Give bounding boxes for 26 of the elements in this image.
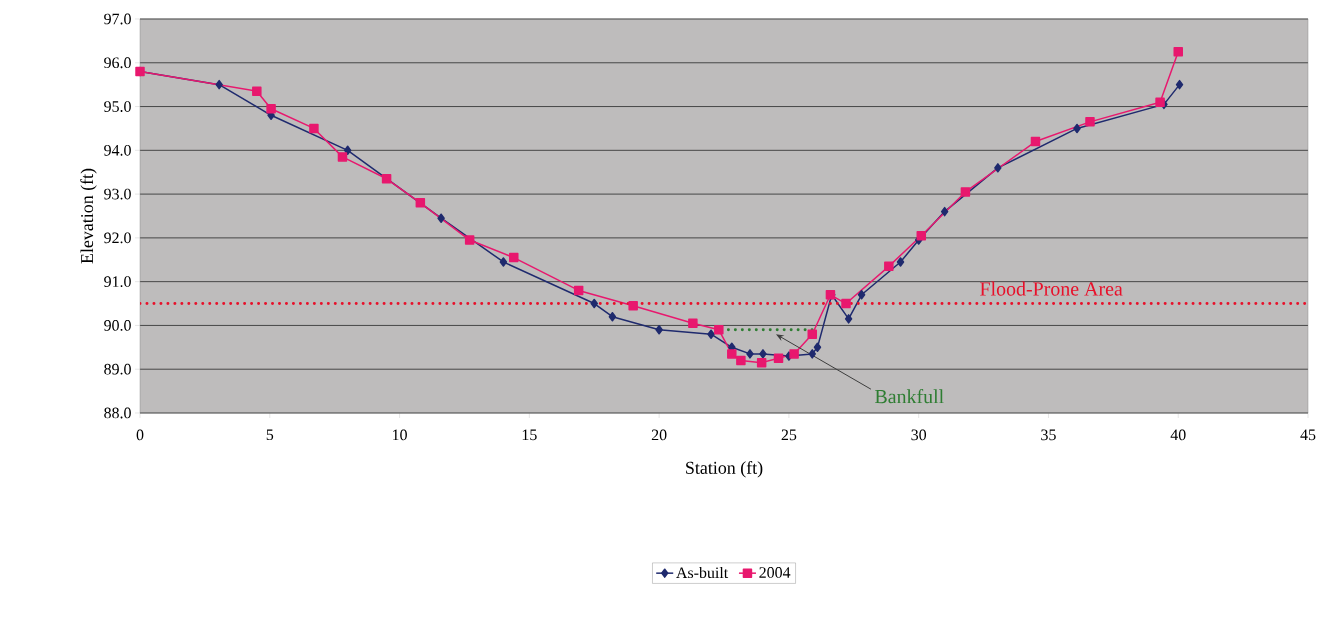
x-tick-label: 5 [266, 429, 274, 441]
x-axis-title: Station (ft) [686, 461, 763, 478]
x-tick-label: 30 [911, 429, 927, 441]
x-tick-label: 15 [522, 429, 537, 441]
x-tick-label: 25 [781, 429, 797, 441]
y-tick-label: 93.0 [104, 188, 131, 200]
legend-label: As-built [676, 566, 729, 579]
y-tick-label: 88.0 [104, 407, 131, 419]
annotation: Bankfull [875, 389, 944, 404]
y-tick-label: 94.0 [104, 144, 131, 156]
y-tick-label: 97.0 [104, 13, 131, 25]
y-tick-label: 89.0 [104, 363, 131, 375]
y-tick-label: 96.0 [104, 57, 131, 69]
x-tick-label: 0 [136, 429, 144, 441]
x-tick-label: 20 [651, 429, 667, 441]
x-tick-label: 45 [1300, 429, 1316, 441]
y-tick-label: 91.0 [104, 276, 131, 288]
ref-line-label: Flood-Prone Area [980, 281, 1123, 296]
y-tick-label: 90.0 [104, 320, 131, 331]
legend-label: 2004 [759, 567, 791, 578]
x-tick-label: 40 [1170, 429, 1186, 441]
y-tick-label: 95.0 [104, 101, 131, 112]
y-tick-label: 92.0 [104, 232, 131, 244]
x-tick-label: 35 [1041, 429, 1056, 441]
y-axis-title: Elevation (ft) [80, 168, 97, 264]
x-tick-label: 10 [393, 429, 407, 441]
